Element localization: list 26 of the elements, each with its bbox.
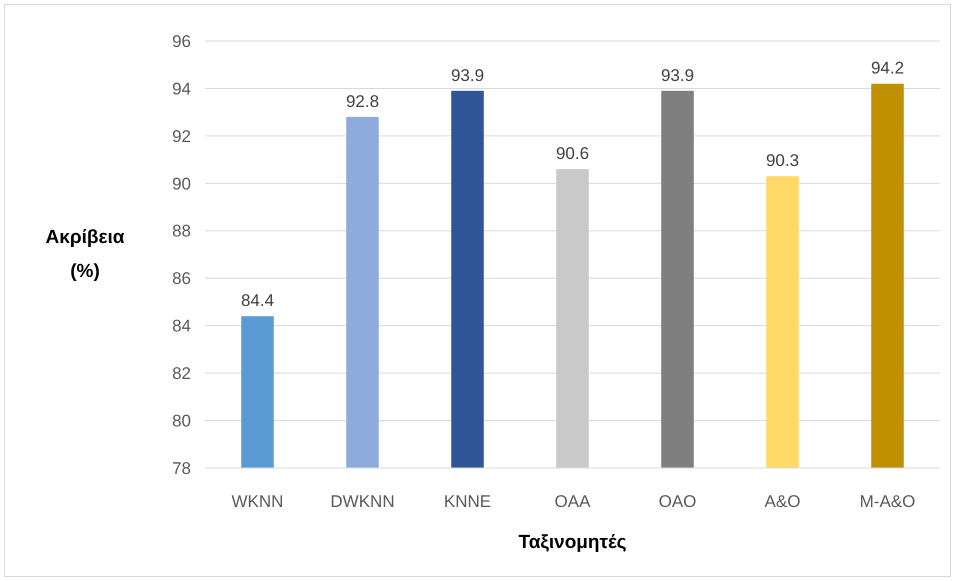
data-label: 93.9: [450, 66, 484, 85]
x-tick-label: OAO: [658, 492, 696, 511]
x-tick-label: DWKNN: [330, 492, 395, 511]
data-label: 90.3: [766, 151, 800, 170]
y-axis-title: Ακρίβεια (%): [46, 227, 125, 282]
y-tick-label: 96: [172, 32, 191, 51]
y-tick-label: 78: [172, 458, 191, 478]
data-label: 92.8: [346, 92, 380, 111]
x-tick-label: A&O: [764, 492, 800, 511]
data-label: 94.2: [870, 58, 904, 78]
data-label: 84.4: [240, 291, 274, 310]
y-tick-label: 86: [172, 269, 191, 288]
y-tick-label: 88: [172, 222, 191, 241]
data-label: 90.6: [556, 144, 590, 164]
x-tick-label: KNNE: [444, 492, 492, 511]
x-tick-label: WKNN: [232, 492, 284, 511]
y-tick-label: 90: [172, 174, 191, 194]
y-tick-label: 84: [172, 316, 191, 336]
data-label: 93.9: [660, 66, 694, 85]
y-tick-label: 80: [172, 412, 191, 431]
y-tick-label: 94: [172, 79, 191, 98]
y-tick-label: 82: [172, 364, 191, 384]
y-tick-label: 92: [172, 126, 191, 146]
x-tick-label: M-A&O: [860, 492, 916, 511]
x-tick-label: OAA: [554, 492, 592, 511]
x-axis-title: Ταξινομητές: [518, 532, 627, 553]
